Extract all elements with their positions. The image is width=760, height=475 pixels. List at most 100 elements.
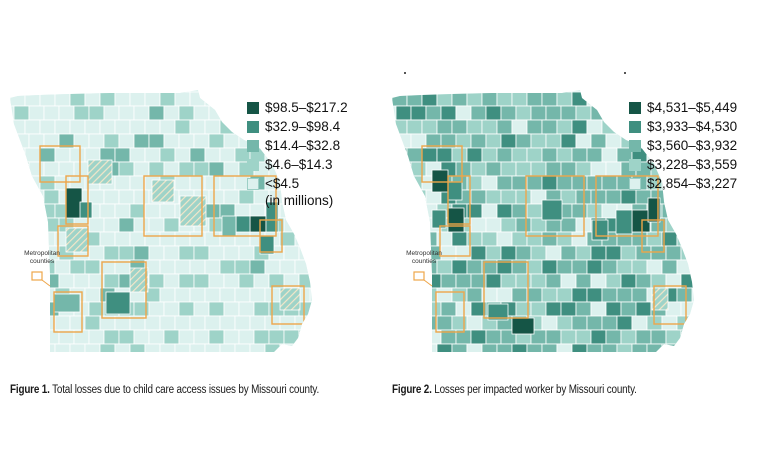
- county: [466, 147, 483, 163]
- county: [105, 291, 131, 315]
- county: [69, 259, 86, 275]
- county: [410, 217, 427, 233]
- county: [148, 161, 165, 177]
- county: [556, 119, 573, 135]
- county: [601, 259, 618, 275]
- county: [515, 217, 532, 233]
- county: [406, 147, 423, 163]
- legend-item: $4.6–$14.3: [247, 155, 348, 174]
- county: [485, 189, 502, 205]
- county: [148, 301, 165, 317]
- county: [234, 287, 251, 303]
- county: [455, 245, 472, 261]
- county: [99, 91, 116, 107]
- county: [249, 315, 266, 331]
- county: [24, 287, 41, 303]
- county: [530, 301, 547, 317]
- county: [631, 209, 651, 233]
- county: [665, 217, 682, 233]
- county: [511, 203, 528, 219]
- county: [470, 133, 487, 149]
- county: [163, 329, 180, 345]
- county: [28, 161, 45, 177]
- legend-item: <$4.5: [247, 174, 348, 193]
- county: [447, 207, 465, 233]
- county: [440, 301, 457, 317]
- county: [208, 189, 225, 205]
- county: [406, 231, 423, 247]
- county: [560, 133, 577, 149]
- county: [114, 119, 131, 135]
- county: [159, 315, 176, 331]
- county: [163, 301, 180, 317]
- county: [148, 245, 165, 261]
- county: [204, 203, 221, 219]
- legend-item: $98.5–$217.2: [247, 98, 348, 117]
- county: [193, 329, 210, 345]
- stray-mark: [404, 72, 406, 74]
- county: [284, 358, 299, 360]
- county: [560, 301, 577, 317]
- county: [219, 287, 236, 303]
- county: [436, 315, 453, 331]
- county: [392, 343, 408, 352]
- county: [650, 329, 667, 345]
- county: [133, 217, 150, 233]
- county: [159, 147, 176, 163]
- county: [651, 287, 669, 311]
- county: [88, 133, 105, 149]
- county: [392, 119, 408, 135]
- county: [680, 245, 694, 261]
- county: [134, 358, 149, 360]
- county: [396, 358, 411, 360]
- county: [676, 287, 693, 303]
- county: [223, 301, 240, 317]
- county: [526, 147, 543, 163]
- metro-county-outline: [641, 219, 665, 253]
- metro-county-outline: [259, 219, 283, 253]
- legend-label: $32.9–$98.4: [265, 119, 341, 134]
- county: [496, 203, 513, 219]
- county: [451, 91, 468, 107]
- county: [163, 217, 180, 233]
- county: [24, 315, 41, 331]
- county: [59, 358, 74, 360]
- legend-label: $4,531–$5,449: [647, 100, 738, 115]
- county: [451, 343, 468, 352]
- county: [114, 343, 131, 352]
- county: [73, 161, 90, 177]
- county: [635, 273, 652, 289]
- county: [496, 343, 513, 352]
- county: [223, 273, 240, 289]
- county: [635, 245, 652, 261]
- county: [636, 358, 651, 360]
- county: [118, 133, 135, 149]
- county: [470, 161, 487, 177]
- county: [14, 358, 29, 360]
- county: [406, 175, 423, 191]
- county: [54, 343, 71, 352]
- county: [99, 119, 116, 135]
- county: [496, 147, 513, 163]
- metro-county-outline: [53, 291, 83, 333]
- county: [665, 245, 682, 261]
- county: [283, 245, 300, 261]
- county: [601, 119, 618, 135]
- legend-swatch: [629, 101, 641, 114]
- county: [500, 245, 517, 261]
- county: [590, 105, 607, 121]
- county: [470, 189, 487, 205]
- county: [571, 147, 588, 163]
- county: [421, 315, 438, 331]
- county: [84, 315, 101, 331]
- county: [84, 343, 101, 352]
- county: [194, 358, 209, 360]
- county: [616, 259, 633, 275]
- legend-swatch: [247, 120, 259, 133]
- county: [87, 159, 113, 185]
- county: [223, 329, 240, 345]
- county: [526, 203, 543, 219]
- metro-county-outline: [65, 175, 89, 225]
- county: [118, 245, 135, 261]
- county: [646, 231, 663, 247]
